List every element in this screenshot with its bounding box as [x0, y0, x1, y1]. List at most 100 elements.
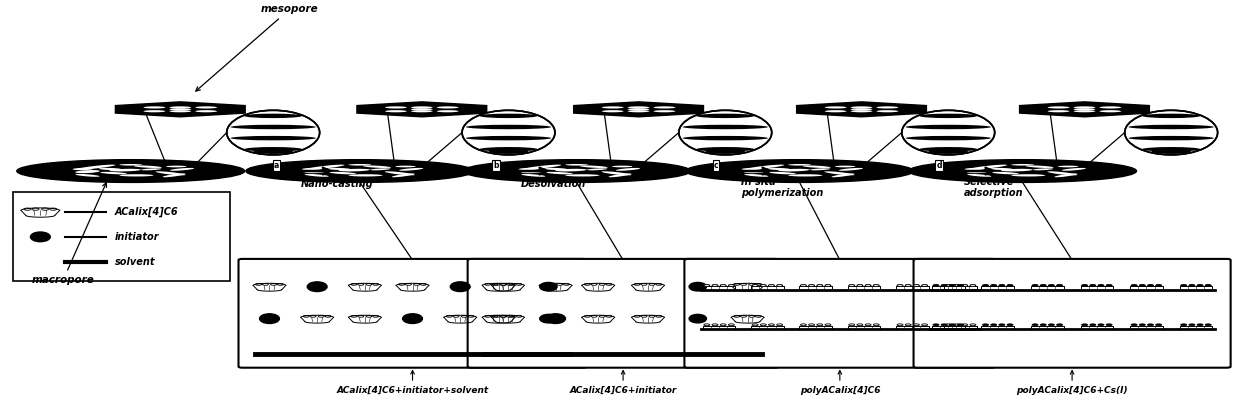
Circle shape: [914, 324, 919, 326]
Ellipse shape: [305, 174, 329, 177]
Circle shape: [704, 284, 709, 286]
Ellipse shape: [851, 110, 873, 112]
Ellipse shape: [523, 165, 562, 169]
Ellipse shape: [518, 168, 539, 170]
Ellipse shape: [109, 169, 141, 171]
Circle shape: [1106, 324, 1112, 326]
Text: d: d: [936, 161, 941, 170]
Ellipse shape: [789, 164, 811, 166]
Ellipse shape: [301, 168, 322, 170]
Ellipse shape: [1025, 166, 1054, 168]
Ellipse shape: [825, 110, 847, 112]
Ellipse shape: [144, 110, 165, 112]
Ellipse shape: [231, 136, 316, 140]
Ellipse shape: [742, 168, 761, 170]
Ellipse shape: [308, 165, 345, 169]
Ellipse shape: [1100, 107, 1121, 109]
Ellipse shape: [609, 173, 631, 177]
Ellipse shape: [166, 166, 186, 168]
Text: c: c: [714, 161, 718, 170]
Circle shape: [1131, 324, 1137, 326]
Ellipse shape: [436, 110, 459, 112]
Ellipse shape: [768, 168, 790, 170]
Circle shape: [753, 284, 758, 286]
Circle shape: [945, 284, 951, 286]
Text: Nano-casting: Nano-casting: [301, 179, 373, 189]
Ellipse shape: [410, 110, 433, 112]
Ellipse shape: [744, 170, 769, 173]
Ellipse shape: [170, 107, 191, 109]
Text: polyACalix[4]C6: polyACalix[4]C6: [800, 371, 880, 395]
Ellipse shape: [544, 168, 568, 170]
Ellipse shape: [244, 147, 303, 152]
Text: solvent: solvent: [114, 257, 155, 267]
Ellipse shape: [877, 107, 898, 109]
Ellipse shape: [100, 172, 128, 174]
Circle shape: [848, 324, 854, 326]
Circle shape: [905, 324, 911, 326]
Ellipse shape: [1048, 171, 1078, 175]
Circle shape: [720, 284, 727, 286]
Circle shape: [905, 284, 911, 286]
Ellipse shape: [436, 107, 459, 109]
Circle shape: [801, 324, 806, 326]
Ellipse shape: [348, 164, 371, 166]
Ellipse shape: [851, 107, 873, 109]
Polygon shape: [796, 102, 926, 117]
Ellipse shape: [76, 170, 99, 173]
Ellipse shape: [1058, 166, 1079, 168]
Ellipse shape: [746, 165, 784, 169]
Circle shape: [970, 324, 976, 326]
Ellipse shape: [1100, 110, 1121, 112]
Ellipse shape: [706, 149, 745, 154]
Circle shape: [1131, 284, 1137, 286]
Ellipse shape: [825, 171, 854, 175]
Circle shape: [954, 324, 960, 326]
FancyBboxPatch shape: [238, 259, 587, 368]
Circle shape: [825, 284, 831, 286]
Circle shape: [808, 324, 815, 326]
Circle shape: [1097, 324, 1104, 326]
Ellipse shape: [613, 166, 632, 168]
Circle shape: [728, 324, 734, 326]
Circle shape: [769, 284, 775, 286]
Ellipse shape: [78, 165, 115, 169]
Circle shape: [1090, 284, 1096, 286]
Text: In situ
polymerization: In situ polymerization: [740, 177, 823, 198]
Circle shape: [921, 284, 928, 286]
Ellipse shape: [744, 174, 769, 177]
Ellipse shape: [991, 168, 1013, 170]
Ellipse shape: [1074, 107, 1095, 109]
Ellipse shape: [696, 147, 754, 152]
Ellipse shape: [565, 174, 599, 177]
Ellipse shape: [682, 136, 768, 140]
Ellipse shape: [329, 168, 351, 170]
Circle shape: [1140, 324, 1146, 326]
Ellipse shape: [1074, 108, 1095, 110]
Ellipse shape: [970, 165, 1007, 169]
Circle shape: [954, 284, 960, 286]
Ellipse shape: [1152, 149, 1190, 154]
Circle shape: [1081, 284, 1087, 286]
Circle shape: [999, 324, 1004, 326]
Ellipse shape: [31, 232, 51, 242]
Ellipse shape: [689, 314, 707, 323]
Circle shape: [1180, 284, 1187, 286]
Circle shape: [712, 324, 718, 326]
Ellipse shape: [1142, 147, 1200, 152]
Ellipse shape: [601, 107, 624, 109]
Ellipse shape: [556, 169, 587, 171]
Polygon shape: [357, 102, 487, 117]
Ellipse shape: [789, 174, 822, 177]
Ellipse shape: [689, 282, 707, 291]
Ellipse shape: [463, 110, 556, 155]
Circle shape: [776, 324, 782, 326]
Ellipse shape: [155, 171, 186, 175]
Ellipse shape: [141, 168, 161, 170]
Circle shape: [957, 324, 963, 326]
Ellipse shape: [339, 169, 370, 171]
Ellipse shape: [810, 168, 831, 170]
Ellipse shape: [919, 147, 977, 152]
Circle shape: [753, 324, 758, 326]
Ellipse shape: [696, 114, 754, 118]
